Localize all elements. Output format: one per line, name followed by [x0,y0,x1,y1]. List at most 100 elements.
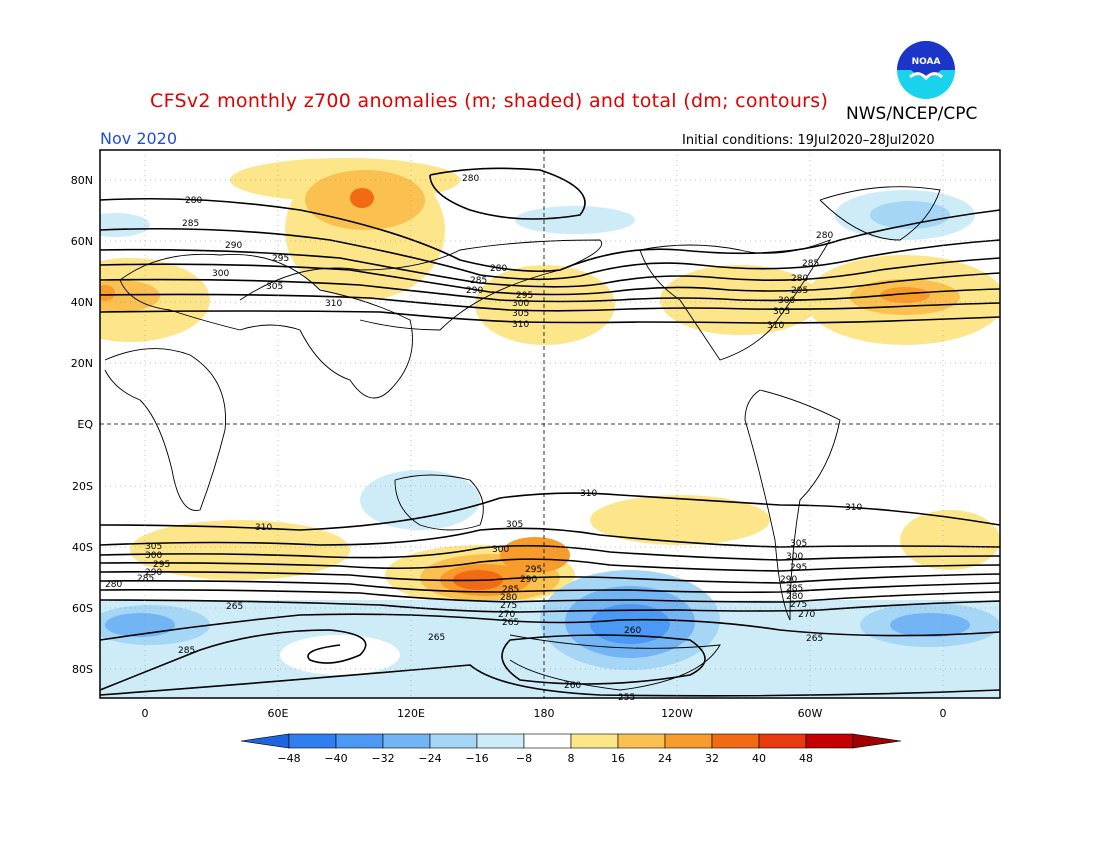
contour-label: 290 [145,568,162,578]
contour-label: 265 [806,634,823,644]
contour-label: 285 [502,585,519,595]
colorbar-bin [570,733,619,749]
contour-label: 310 [767,321,784,331]
contour-label: 305 [790,539,807,549]
contour-label: 290 [520,575,537,585]
contour-label: 265 [502,618,519,628]
map-frame [99,149,1001,699]
colorbar-bin [429,733,478,749]
colorbar-bin [805,733,854,749]
grid-lines [100,150,1000,698]
coastlines [104,186,941,691]
lon-label: 0 [940,707,947,720]
colorbar-bin [382,733,431,749]
contour-label: 310 [845,503,862,513]
svg-text:NOAA: NOAA [912,57,941,67]
colorbar-bin [758,733,807,749]
contour-label: 285 [786,584,803,594]
contour-label: 290 [225,241,242,251]
height-contours [100,167,1000,697]
contour-label: 280 [786,592,803,602]
contour-labels: 280 280 285 290 295 300 305 310 280 285 … [105,174,862,703]
contour-label: 295 [153,560,170,570]
lat-label: 60N [71,235,93,248]
contour-label: 270 [798,610,815,620]
colorbar-tick-label: −32 [371,752,394,765]
colorbar-tick-label: −8 [516,752,532,765]
colorbar-tick-label: 8 [568,752,575,765]
colorbar-bin [288,733,337,749]
lat-label: 20N [71,357,93,370]
contour-label: 305 [773,307,790,317]
contour-label: 280 [791,274,808,284]
colorbar-bin [617,733,666,749]
colorbar-tick-label: 48 [799,752,813,765]
contour-label: 300 [786,552,803,562]
colorbar-tick-label: −48 [277,752,300,765]
lat-label: 80N [71,174,93,187]
contour-label: 260 [564,681,581,691]
contour-label: 305 [512,309,529,319]
contour-label: 265 [226,602,243,612]
lat-label: 40N [71,296,93,309]
contour-label: 285 [470,276,487,286]
contour-label: 285 [802,259,819,269]
contour-label: 295 [525,565,542,575]
lon-label: 0 [142,707,149,720]
contour-label: 280 [185,196,202,206]
contour-label: 275 [500,601,517,611]
lon-label: 60W [798,707,823,720]
chart-title: CFSv2 monthly z700 anomalies (m; shaded)… [150,90,829,112]
colorbar: −48 −40 −32 −24 −16 −8 8 16 24 32 40 48 [240,733,902,765]
colorbar-tick-label: 24 [658,752,672,765]
lon-label: 60E [268,707,289,720]
initial-conditions: Initial conditions: 19Jul2020–28Jul2020 [682,133,935,148]
contour-label: 300 [512,299,529,309]
contour-label: 265 [428,633,445,643]
lon-label: 180 [534,707,555,720]
contour-label: 280 [816,231,833,241]
colorbar-min-arrow [240,733,290,749]
contour-label: 280 [105,580,122,590]
contour-label: 295 [516,291,533,301]
forecast-month: Nov 2020 [100,129,178,148]
colorbar-bin [335,733,384,749]
colorbar-tick-label: 32 [705,752,719,765]
colorbar-tick-label: 40 [752,752,766,765]
contour-label: 300 [492,545,509,555]
colorbar-tick-label: −40 [324,752,347,765]
colorbar-max-arrow [852,733,902,749]
contour-label: 305 [145,542,162,552]
contour-label: 285 [182,219,199,229]
contour-label: 310 [512,320,529,330]
reference-lines [100,150,1000,698]
lat-label: 80S [72,663,93,676]
contour-label: 305 [506,520,523,530]
lon-label: 120W [661,707,693,720]
lon-label: 120E [397,707,425,720]
contour-label: 280 [490,264,507,274]
contour-label: 290 [466,286,483,296]
contour-label: 285 [137,574,154,584]
contour-label: 280 [500,593,517,603]
colorbar-bin [523,733,572,749]
contour-label: 260 [624,626,641,636]
contour-label: 295 [791,286,808,296]
contour-label: 270 [498,610,515,620]
contour-label: 300 [145,551,162,561]
colorbar-tick-label: −16 [465,752,488,765]
contour-label: 310 [255,523,272,533]
contour-label: 310 [325,299,342,309]
lat-label: 20S [72,480,93,493]
contour-label: 295 [790,563,807,573]
colorbar-tick-label: −24 [418,752,441,765]
lat-label: 40S [72,541,93,554]
latitude-labels: 80N 60N 40N 20N EQ 20S 40S 60S 80S [71,174,94,676]
contour-label: 290 [780,575,797,585]
contour-label: 275 [790,600,807,610]
contour-label: 280 [462,174,479,184]
lat-label: 60S [72,602,93,615]
lat-label: EQ [77,418,93,431]
colorbar-bin [711,733,760,749]
